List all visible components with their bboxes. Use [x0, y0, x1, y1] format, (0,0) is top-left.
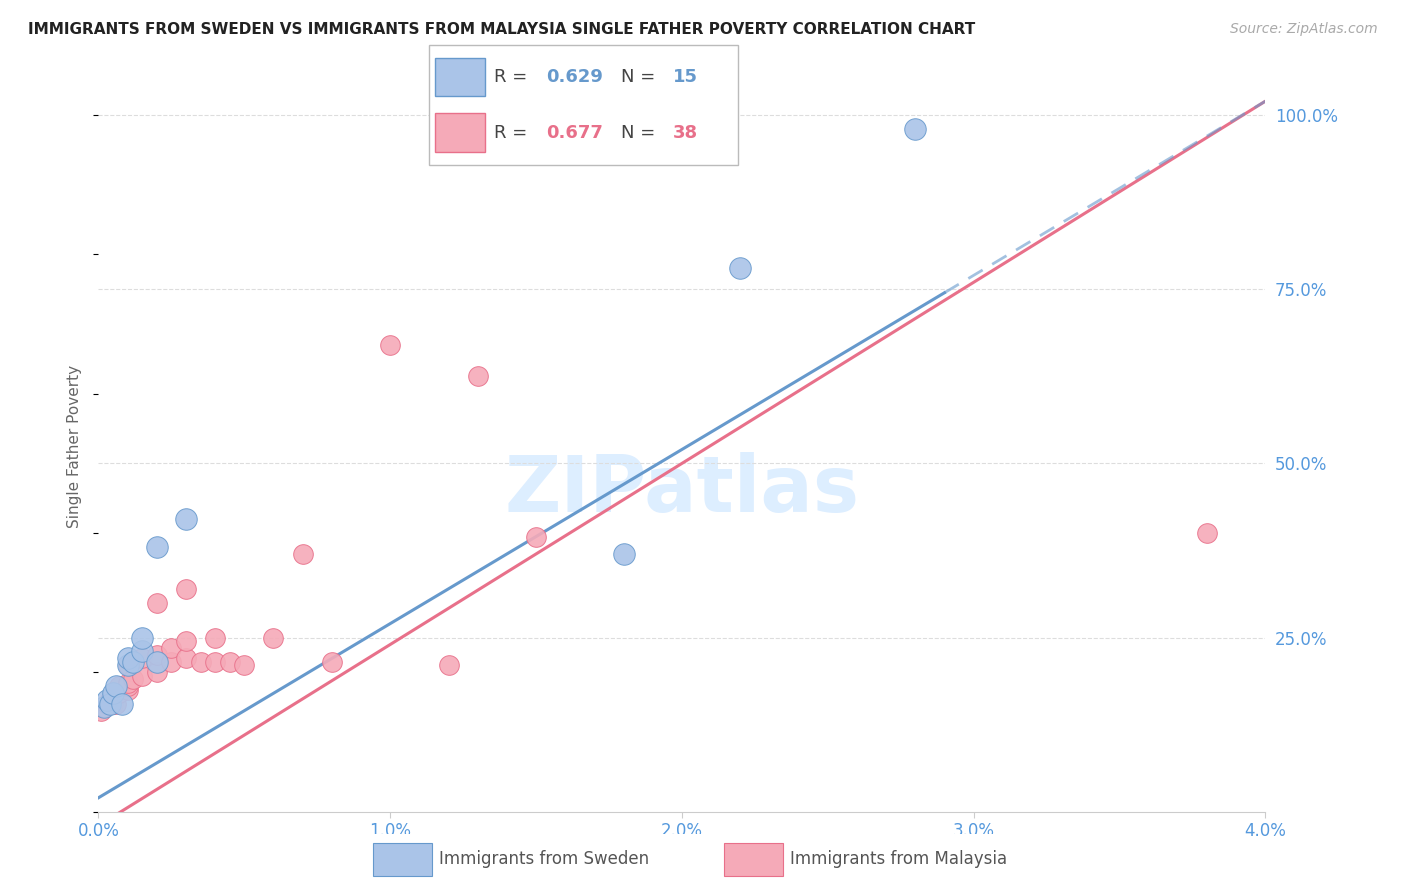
Text: Immigrants from Malaysia: Immigrants from Malaysia — [790, 849, 1007, 868]
Point — [146, 665, 169, 680]
Point — [131, 651, 153, 665]
Point — [146, 655, 169, 669]
Text: N =: N = — [620, 123, 661, 142]
Point — [117, 658, 139, 673]
Point — [90, 704, 112, 718]
Point — [174, 651, 197, 665]
Point — [524, 530, 547, 544]
FancyBboxPatch shape — [434, 58, 485, 96]
Point — [104, 697, 127, 711]
Point — [612, 122, 634, 136]
Point — [131, 644, 153, 658]
Point — [730, 261, 752, 276]
Point — [104, 679, 127, 693]
Point — [117, 679, 139, 693]
Point — [204, 631, 226, 645]
FancyBboxPatch shape — [434, 113, 485, 152]
Point — [204, 655, 226, 669]
Point — [146, 648, 169, 662]
Point — [1197, 526, 1219, 541]
Text: 0.677: 0.677 — [547, 123, 603, 142]
Point — [111, 697, 134, 711]
Point — [380, 338, 402, 352]
Point — [117, 682, 139, 697]
Text: 15: 15 — [673, 68, 699, 87]
Point — [101, 686, 124, 700]
Point — [122, 673, 145, 687]
Point — [93, 700, 115, 714]
Text: IMMIGRANTS FROM SWEDEN VS IMMIGRANTS FROM MALAYSIA SINGLE FATHER POVERTY CORRELA: IMMIGRANTS FROM SWEDEN VS IMMIGRANTS FRO… — [28, 22, 976, 37]
Point — [467, 369, 489, 384]
Point — [174, 512, 197, 526]
Point — [98, 693, 121, 707]
Point — [93, 700, 115, 714]
Point — [122, 655, 145, 669]
Text: R =: R = — [494, 123, 533, 142]
Point — [612, 547, 634, 561]
Point — [218, 655, 240, 669]
Text: Immigrants from Sweden: Immigrants from Sweden — [439, 849, 650, 868]
Point — [233, 658, 256, 673]
Point — [904, 122, 927, 136]
Point — [108, 679, 131, 693]
Point — [117, 651, 139, 665]
Point — [146, 596, 169, 610]
Point — [291, 547, 314, 561]
Point — [108, 686, 131, 700]
Point — [160, 655, 183, 669]
Point — [160, 640, 183, 655]
Point — [131, 669, 153, 683]
Text: 38: 38 — [673, 123, 699, 142]
Y-axis label: Single Father Poverty: Single Father Poverty — [67, 365, 83, 527]
Point — [437, 658, 460, 673]
Point — [96, 693, 118, 707]
Text: 0.629: 0.629 — [547, 68, 603, 87]
Text: Source: ZipAtlas.com: Source: ZipAtlas.com — [1230, 22, 1378, 37]
Point — [101, 697, 124, 711]
Point — [101, 690, 124, 704]
Point — [321, 655, 343, 669]
Point — [174, 634, 197, 648]
FancyBboxPatch shape — [374, 843, 432, 876]
Point — [117, 676, 139, 690]
Text: R =: R = — [494, 68, 533, 87]
Point — [117, 658, 139, 673]
Text: N =: N = — [620, 68, 661, 87]
Point — [96, 697, 118, 711]
Point — [262, 631, 284, 645]
Point — [131, 631, 153, 645]
FancyBboxPatch shape — [724, 843, 783, 876]
Point — [98, 697, 121, 711]
Text: ZIPatlas: ZIPatlas — [505, 452, 859, 528]
Point — [146, 540, 169, 554]
Point — [190, 655, 212, 669]
Point — [174, 582, 197, 596]
